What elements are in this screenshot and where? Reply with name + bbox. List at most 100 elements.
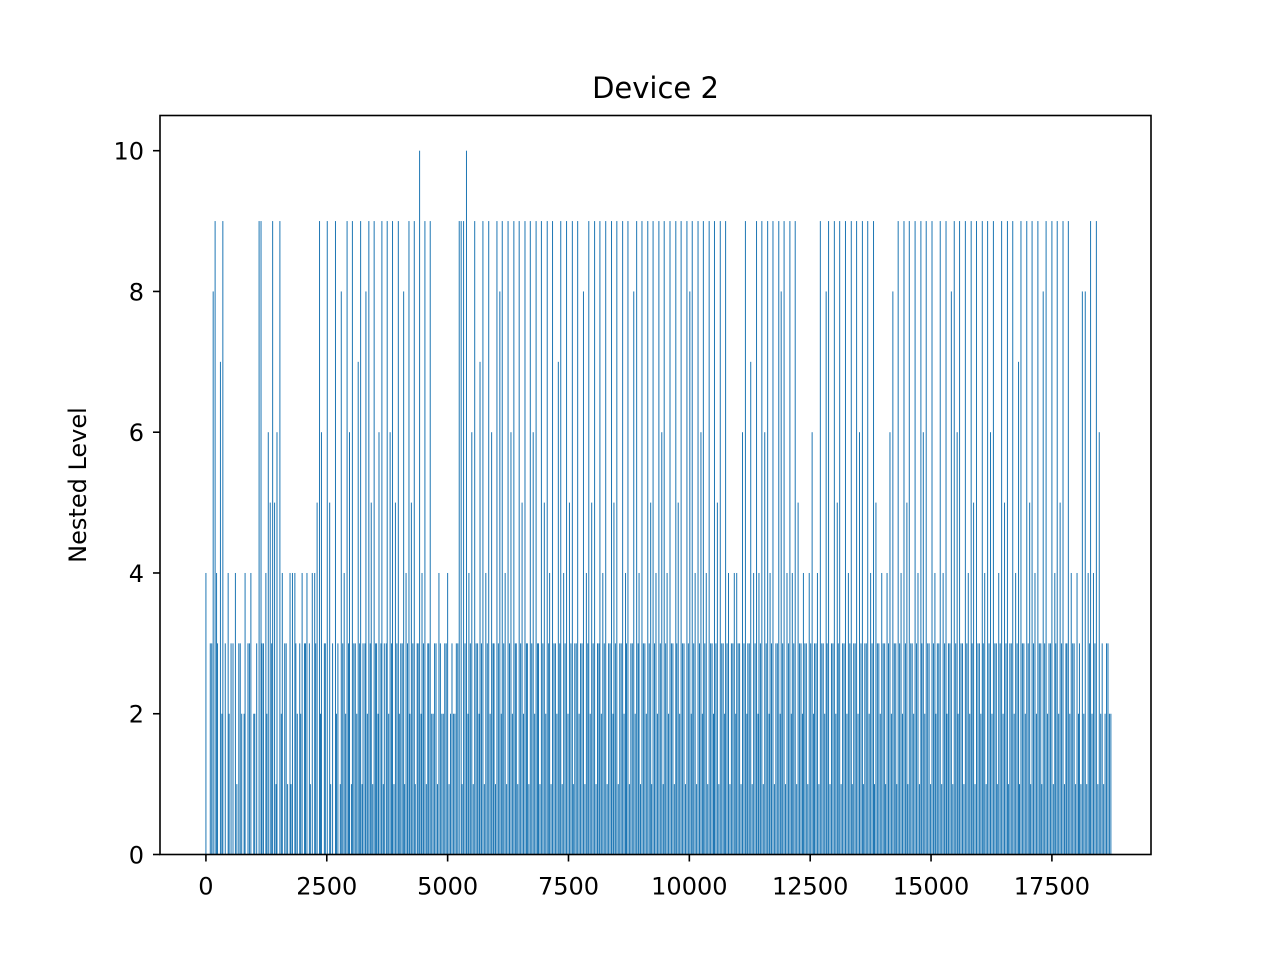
bar	[221, 713, 223, 855]
bar	[514, 643, 516, 855]
bar	[689, 291, 691, 855]
bar	[854, 643, 856, 855]
bar	[222, 221, 224, 855]
bar	[458, 221, 460, 855]
bar	[611, 221, 613, 855]
bar	[903, 221, 905, 855]
bar	[1058, 713, 1060, 855]
y-tick-label: 2	[129, 701, 144, 729]
bar	[494, 784, 496, 855]
bar	[964, 221, 966, 855]
y-tick-label: 6	[129, 419, 144, 447]
bar	[910, 643, 912, 855]
bar	[686, 221, 688, 855]
bar	[648, 643, 650, 855]
bar	[439, 643, 441, 855]
bar	[1101, 643, 1103, 855]
x-tick-label: 5000	[417, 873, 478, 901]
bar	[783, 221, 785, 855]
bar	[608, 643, 610, 855]
bar	[984, 572, 986, 855]
y-tick-label: 4	[129, 560, 144, 588]
bar	[955, 643, 957, 855]
bar	[1037, 221, 1039, 855]
bar	[478, 713, 480, 855]
bar	[796, 784, 798, 855]
bar	[826, 643, 828, 855]
bar	[619, 643, 621, 855]
y-axis: 0 2 4 6 8 10	[113, 138, 160, 870]
bar	[1001, 221, 1003, 855]
bar	[966, 643, 968, 855]
bar	[205, 572, 207, 855]
bar	[289, 572, 291, 855]
bar	[761, 221, 763, 855]
bar	[733, 572, 735, 855]
bar	[1031, 221, 1033, 855]
bar	[556, 713, 558, 855]
x-tick-label: 2500	[296, 873, 357, 901]
bar	[614, 643, 616, 855]
bar	[890, 713, 892, 855]
bar	[489, 713, 491, 855]
bar	[680, 221, 682, 855]
bar	[465, 150, 467, 855]
bar	[549, 572, 551, 855]
bar	[392, 221, 394, 855]
bar	[435, 643, 437, 855]
bar	[1019, 784, 1021, 855]
bar	[676, 643, 678, 855]
bar	[677, 502, 679, 855]
bar	[1010, 643, 1012, 855]
bar	[1020, 221, 1022, 855]
bar	[254, 713, 256, 855]
bar	[441, 713, 443, 855]
bar	[388, 713, 390, 855]
bar	[334, 221, 336, 855]
bar	[493, 643, 495, 855]
bar	[393, 784, 395, 855]
bar	[445, 643, 447, 855]
bar	[320, 432, 322, 855]
bar	[299, 643, 301, 855]
bar	[1042, 291, 1044, 855]
bar	[975, 221, 977, 855]
bar	[1090, 221, 1092, 855]
bar	[988, 643, 990, 855]
bar	[673, 784, 675, 855]
bar	[846, 713, 848, 855]
bar	[907, 784, 909, 855]
bar	[535, 221, 537, 855]
bar	[1107, 643, 1109, 855]
bar	[424, 221, 426, 855]
bar	[365, 291, 367, 855]
bar	[736, 572, 738, 855]
bar	[404, 784, 406, 855]
bar	[622, 221, 624, 855]
bar	[1021, 643, 1023, 855]
bar	[876, 643, 878, 855]
bar	[739, 643, 741, 855]
bar	[482, 221, 484, 855]
bar	[301, 572, 303, 855]
bar	[819, 221, 821, 855]
bar	[754, 643, 756, 855]
bar	[1070, 572, 1072, 855]
bar	[329, 502, 331, 855]
bar	[651, 784, 653, 855]
bar	[862, 784, 864, 855]
bar	[850, 221, 852, 855]
bar	[531, 643, 533, 855]
bar	[636, 221, 638, 855]
bar	[232, 643, 234, 855]
bar	[234, 572, 236, 855]
bar	[471, 432, 473, 855]
bar	[342, 643, 344, 855]
bar	[362, 643, 364, 855]
bar	[892, 291, 894, 855]
bar	[396, 643, 398, 855]
bar	[722, 643, 724, 855]
bar	[212, 291, 214, 855]
bar	[407, 643, 409, 855]
bar	[209, 643, 211, 855]
